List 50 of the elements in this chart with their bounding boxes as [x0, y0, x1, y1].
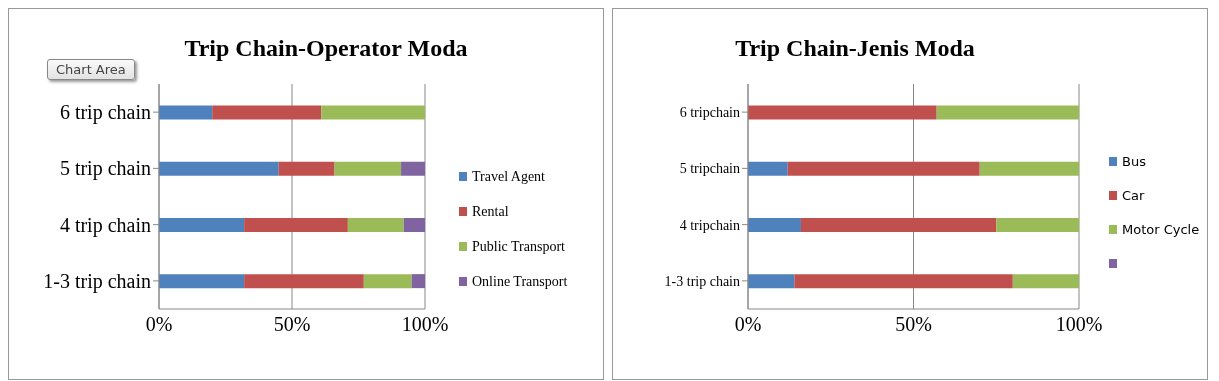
bar: [159, 161, 279, 176]
y-tick-label: 4 trip chain: [59, 213, 151, 237]
bar: [159, 274, 245, 289]
bar: [244, 274, 364, 289]
x-tick-label: 0%: [734, 313, 762, 336]
bar: [794, 274, 1013, 289]
bar: [748, 161, 788, 176]
legend-label: Rental: [472, 203, 509, 220]
bar: [159, 105, 213, 120]
bar: [403, 217, 425, 232]
bar: [278, 161, 335, 176]
bar: [800, 217, 997, 232]
y-tick-label: 5 tripchain: [679, 161, 740, 177]
bar: [321, 105, 425, 120]
bar: [787, 161, 980, 176]
legend-label: Travel Agent: [472, 168, 545, 185]
y-tick-label: 6 trip chain: [59, 101, 151, 125]
bar: [244, 217, 348, 232]
x-tick-label: 100%: [401, 313, 449, 336]
legend-label: Bus: [1122, 153, 1146, 169]
chart-title: Trip Chain-Jenis Moda: [734, 35, 976, 62]
bar: [363, 274, 412, 289]
bar: [979, 161, 1079, 176]
text: Chart Area: [47, 59, 135, 80]
legend-label: Motor Cycle: [1122, 221, 1200, 237]
bar: [936, 105, 1079, 120]
y-tick-label: 6 tripchain: [679, 105, 740, 121]
chart-title: Trip Chain-Operator Moda: [183, 35, 469, 62]
bar: [159, 217, 245, 232]
x-tick-label: 50%: [895, 313, 932, 336]
legend-label: Public Transport: [472, 238, 565, 255]
bar: [996, 217, 1079, 232]
y-tick-label: 5 trip chain: [59, 157, 151, 181]
legend-label: Car: [1122, 187, 1145, 203]
x-tick-label: 0%: [145, 313, 173, 336]
bar: [748, 217, 801, 232]
legend-label: Online Transport: [472, 273, 568, 290]
x-tick-label: 50%: [273, 313, 311, 336]
x-tick-label: 100%: [1055, 313, 1103, 336]
bar: [748, 105, 937, 120]
bar: [401, 161, 425, 176]
bar: [1012, 274, 1079, 289]
y-tick-label: 4 tripchain: [679, 217, 740, 233]
bar: [411, 274, 425, 289]
bar: [212, 105, 322, 120]
bar: [347, 217, 404, 232]
bar: [334, 161, 402, 176]
y-tick-label: 1-3 trip chain: [43, 269, 151, 293]
bar: [748, 274, 795, 289]
y-tick-label: 1-3 trip chain: [664, 273, 740, 289]
